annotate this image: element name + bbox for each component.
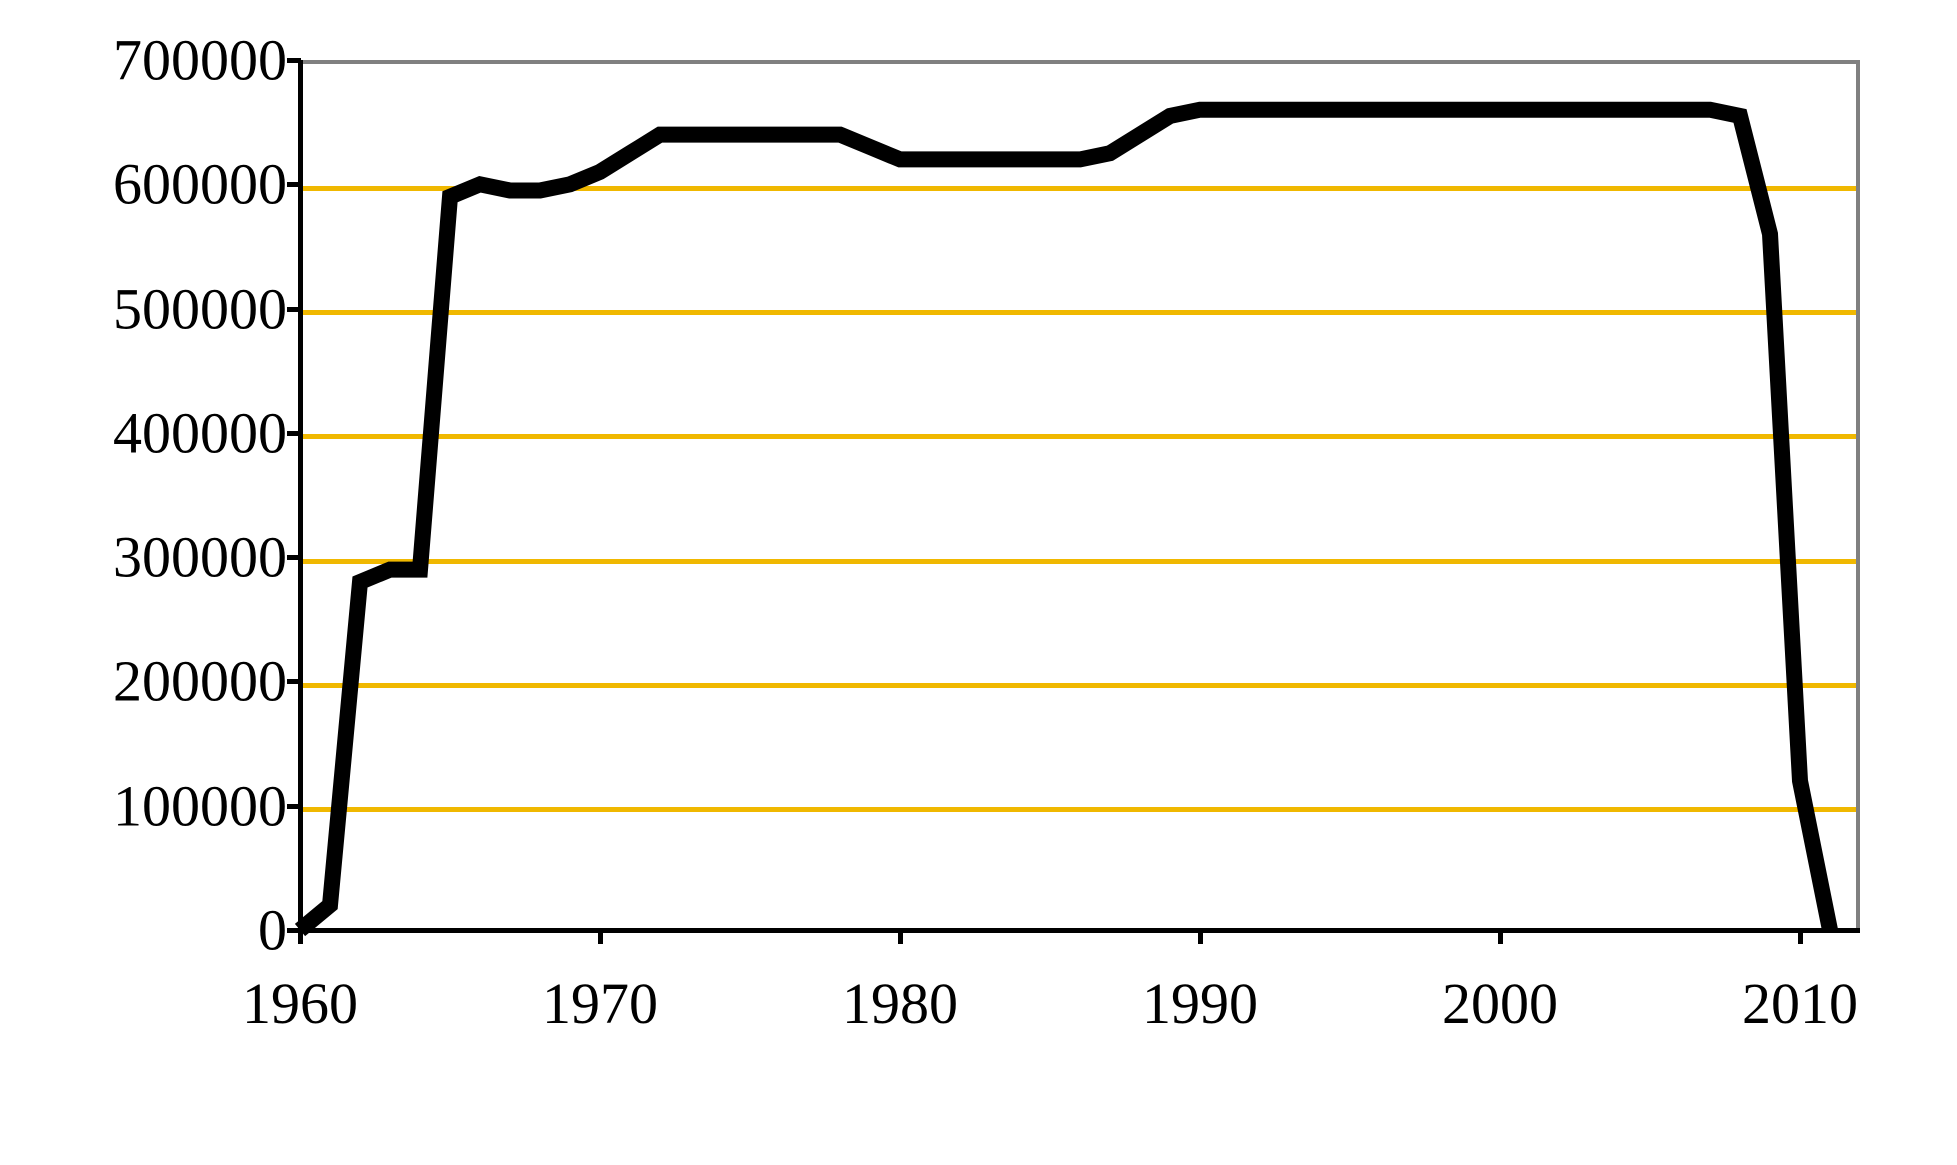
y-tick-mark	[287, 679, 301, 684]
y-tick-mark	[287, 58, 301, 63]
y-tick-label: 200000	[113, 648, 287, 715]
y-tick-label: 100000	[113, 772, 287, 839]
x-tick-label: 1990	[1142, 970, 1258, 1037]
x-tick-label: 1970	[542, 970, 658, 1037]
y-tick-mark	[287, 555, 301, 560]
y-tick-mark	[287, 182, 301, 187]
y-tick-mark	[287, 307, 301, 312]
y-tick-label: 0	[258, 897, 287, 964]
y-tick-label: 600000	[113, 151, 287, 218]
x-tick-label: 1960	[242, 970, 358, 1037]
x-tick-label: 2000	[1442, 970, 1558, 1037]
x-tick-label: 1980	[842, 970, 958, 1037]
y-tick-label: 500000	[113, 275, 287, 342]
y-tick-mark	[287, 804, 301, 809]
data-line	[300, 60, 1860, 930]
x-tick-label: 2010	[1742, 970, 1858, 1037]
chart-container: 0 100000 200000 300000 400000 500000 600000 700…	[40, 30, 1917, 1135]
y-tick-label: 300000	[113, 524, 287, 591]
y-tick-mark	[287, 431, 301, 436]
x-axis-line	[300, 928, 1860, 933]
y-tick-label: 400000	[113, 399, 287, 466]
y-tick-label: 700000	[113, 27, 287, 94]
series-line	[300, 110, 1830, 930]
